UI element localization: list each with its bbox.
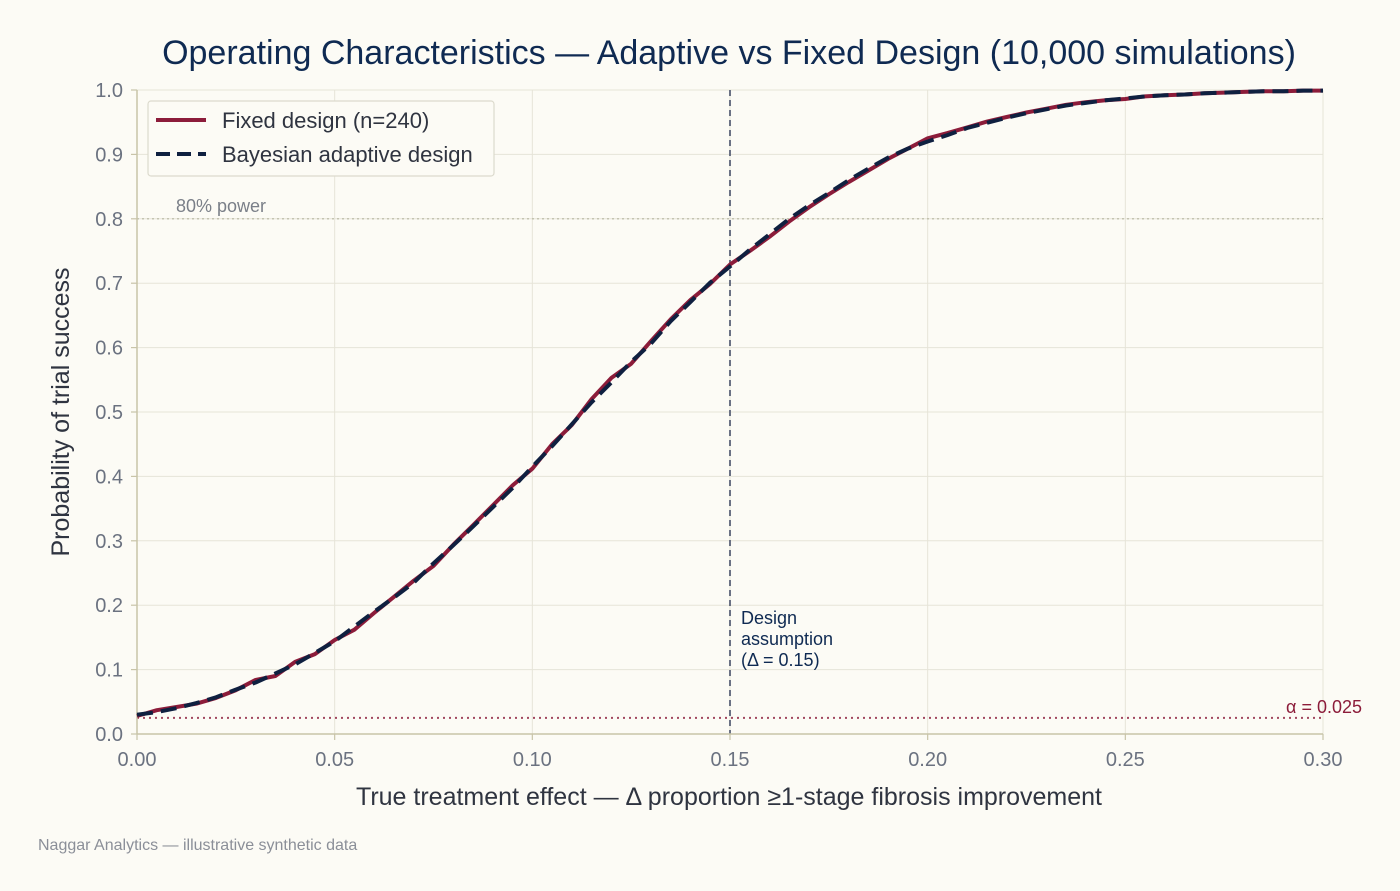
- y-tick-label-9: 0.9: [95, 144, 123, 166]
- x-tick-label-2: 0.10: [513, 749, 552, 771]
- y-axis-label: Probability of trial success: [47, 267, 75, 556]
- chart-title: Operating Characteristics — Adaptive vs …: [162, 34, 1296, 72]
- y-tick-label-8: 0.8: [95, 209, 123, 231]
- alpha-line-label: α = 0.025: [1286, 697, 1362, 717]
- y-tick-label-6: 0.6: [95, 338, 123, 360]
- x-axis-label: True treatment effect — Δ proportion ≥1-…: [356, 783, 1102, 811]
- legend-box: [147, 100, 495, 177]
- y-tick-label-2: 0.2: [95, 595, 123, 617]
- reference-lines: [137, 90, 1323, 734]
- y-tick-label-10: 1.0: [95, 80, 123, 102]
- y-tick-label-5: 0.5: [95, 402, 123, 424]
- x-tick-label-1: 0.05: [315, 749, 354, 771]
- legend-label-fixed: Fixed design (n=240): [222, 108, 429, 133]
- x-tick-label-6: 0.30: [1304, 749, 1343, 771]
- legend: Fixed design (n=240) Bayesian adaptive d…: [147, 100, 495, 177]
- design-assumption-label: Design assumption (Δ = 0.15): [741, 608, 838, 670]
- x-tick-label-0: 0.00: [118, 749, 157, 771]
- y-tick-label-1: 0.1: [95, 660, 123, 682]
- power-line-label: 80% power: [176, 196, 266, 216]
- x-tick-label-3: 0.15: [711, 749, 750, 771]
- x-tick-label-4: 0.20: [908, 749, 947, 771]
- y-tick-label-0: 0.0: [95, 724, 123, 746]
- design-label-line-2: assumption: [741, 629, 833, 649]
- x-tick-labels: 0.00 0.05 0.10 0.15 0.20 0.25 0.30: [118, 734, 1343, 771]
- y-tick-label-4: 0.4: [95, 466, 123, 488]
- legend-label-adaptive: Bayesian adaptive design: [222, 142, 473, 167]
- y-tick-label-3: 0.3: [95, 531, 123, 553]
- series-lines: [136, 88, 1323, 718]
- footer-note: Naggar Analytics — illustrative syntheti…: [38, 837, 357, 854]
- y-tick-labels: 0.0 0.1 0.2 0.3 0.4 0.5 0.6 0.7 0.8 0.9 1.0: [95, 80, 137, 746]
- x-tick-label-5: 0.25: [1106, 749, 1145, 771]
- design-label-line-1: Design: [741, 608, 797, 628]
- y-tick-label-7: 0.7: [95, 273, 123, 295]
- series-line-1: [136, 88, 1323, 717]
- design-label-line-3: (Δ = 0.15): [741, 650, 820, 670]
